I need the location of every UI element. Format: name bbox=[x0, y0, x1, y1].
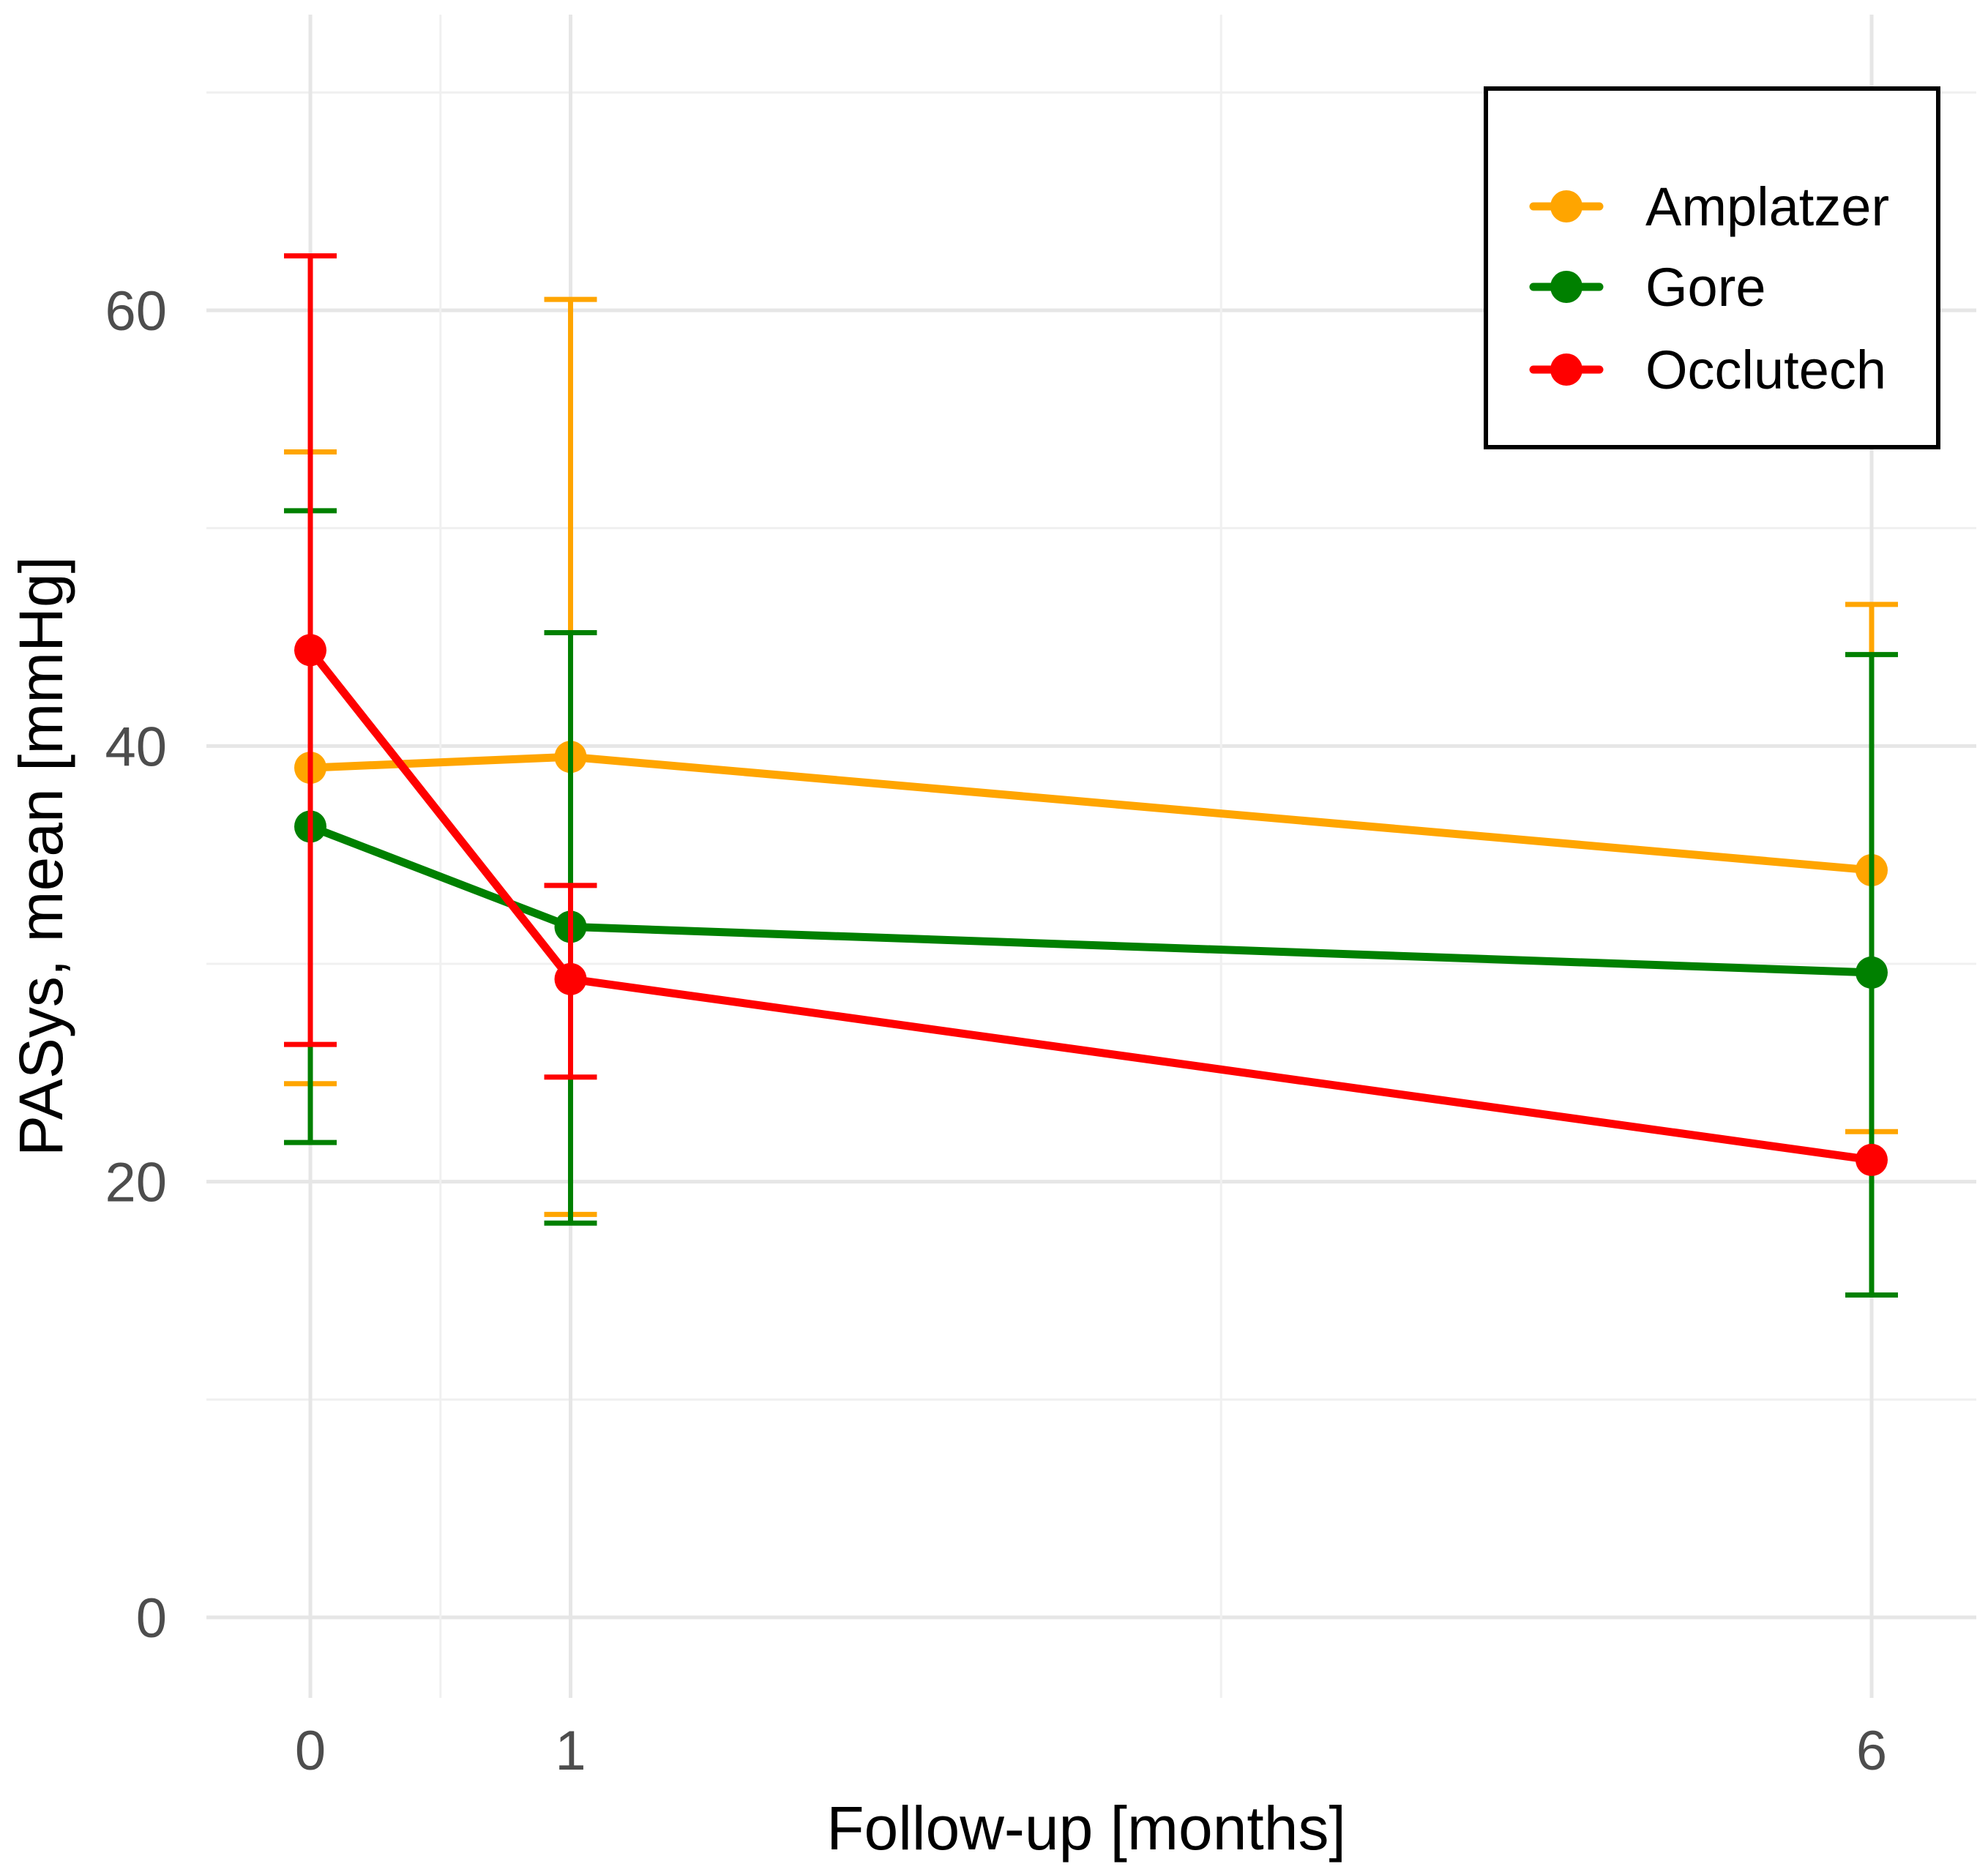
legend-box bbox=[1484, 86, 1940, 449]
y-tick-label: 40 bbox=[105, 716, 167, 778]
line-amplatzer bbox=[306, 752, 1876, 875]
series-occlutech bbox=[284, 253, 1888, 1176]
data-point-gore bbox=[1856, 956, 1888, 989]
legend-label: Amplatzer bbox=[1645, 176, 1889, 237]
legend-label: Gore bbox=[1645, 257, 1766, 318]
legend-point-swatch bbox=[1550, 190, 1582, 222]
y-tick-label: 20 bbox=[105, 1152, 167, 1214]
legend-point-swatch bbox=[1550, 353, 1582, 386]
y-tick-label: 60 bbox=[105, 280, 167, 343]
x-tick-label: 0 bbox=[295, 1720, 326, 1782]
data-point-occlutech bbox=[294, 634, 326, 667]
legend-point-swatch bbox=[1550, 271, 1582, 303]
x-axis-ticks: 0 1 6 bbox=[295, 1720, 1887, 1782]
legend-item-amplatzer: Amplatzer bbox=[1529, 176, 1889, 237]
x-tick-label: 6 bbox=[1856, 1720, 1887, 1782]
legend-label: Occlutech bbox=[1645, 340, 1886, 400]
data-point-occlutech bbox=[1856, 1143, 1888, 1176]
x-axis-title: Follow-up [months] bbox=[826, 1794, 1346, 1863]
series-gore bbox=[284, 508, 1898, 1298]
series-group bbox=[284, 253, 1898, 1298]
legend-item-gore: Gore bbox=[1529, 257, 1766, 318]
y-tick-label: 0 bbox=[136, 1587, 167, 1650]
legend: Amplatzer Gore Occlutech bbox=[1484, 86, 1940, 449]
data-point-occlutech bbox=[554, 962, 587, 995]
x-tick-label: 1 bbox=[555, 1720, 586, 1782]
legend-item-occlutech: Occlutech bbox=[1529, 340, 1886, 400]
y-axis-title: PASys, mean [mmHg] bbox=[7, 556, 75, 1156]
y-axis-ticks: 0 20 40 60 bbox=[105, 280, 167, 1650]
line-occlutech bbox=[306, 645, 1876, 1164]
